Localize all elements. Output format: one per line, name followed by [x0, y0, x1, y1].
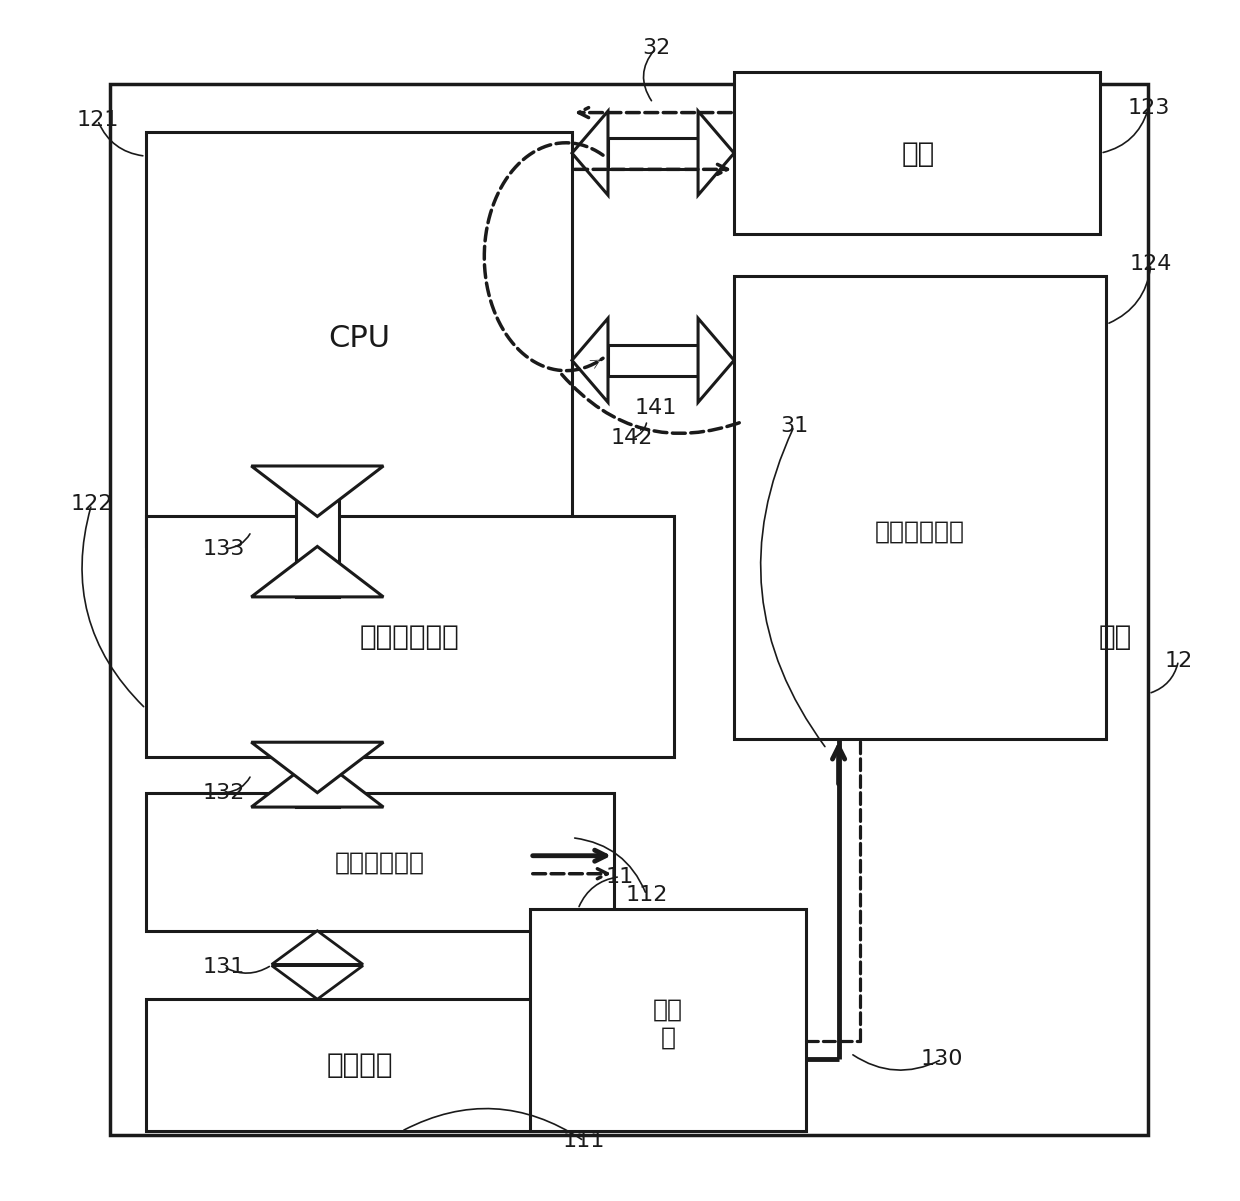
Text: 接口芯片: 接口芯片 [326, 1051, 393, 1080]
Text: 31: 31 [780, 417, 808, 436]
Text: 131: 131 [202, 957, 244, 976]
Polygon shape [252, 466, 383, 516]
Text: 第一逻辑装置: 第一逻辑装置 [335, 850, 425, 874]
Bar [145, 999, 572, 1131]
Text: 12: 12 [1164, 651, 1193, 670]
Bar [295, 466, 339, 597]
Text: 内存: 内存 [901, 139, 935, 168]
Bar [734, 276, 1106, 739]
Text: 122: 122 [71, 495, 113, 514]
Text: 141: 141 [635, 399, 677, 418]
Text: 121: 121 [77, 110, 119, 130]
Text: CPU: CPU [329, 324, 391, 353]
Polygon shape [698, 318, 734, 402]
Bar [145, 793, 614, 931]
Text: 第二逻辑装置: 第二逻辑装置 [875, 520, 965, 544]
Polygon shape [572, 318, 608, 402]
Text: 32: 32 [642, 38, 670, 58]
Text: 112: 112 [625, 885, 667, 904]
Polygon shape [572, 112, 608, 196]
Polygon shape [252, 546, 383, 597]
Bar [608, 137, 698, 169]
Text: 133: 133 [202, 539, 244, 558]
Polygon shape [252, 757, 383, 807]
Text: 142: 142 [611, 429, 653, 448]
Polygon shape [272, 931, 363, 964]
Bar [145, 516, 675, 757]
Bar [295, 742, 339, 807]
Bar [145, 132, 572, 546]
Text: 主板: 主板 [1099, 622, 1131, 651]
Text: 123: 123 [1127, 98, 1169, 118]
Text: 111: 111 [563, 1131, 605, 1151]
Text: 130: 130 [920, 1050, 963, 1069]
Bar [301, 964, 334, 966]
Text: 以太交换芯片: 以太交换芯片 [360, 622, 460, 651]
Polygon shape [252, 742, 383, 793]
Polygon shape [272, 966, 363, 999]
Text: 11: 11 [606, 867, 634, 886]
Polygon shape [698, 112, 734, 196]
Bar [608, 345, 698, 376]
Text: 124: 124 [1130, 255, 1172, 274]
Text: 接口
板: 接口 板 [653, 997, 683, 1050]
Bar [734, 72, 1100, 234]
Text: 132: 132 [202, 783, 244, 802]
Bar [529, 909, 806, 1131]
Bar [109, 84, 1148, 1135]
